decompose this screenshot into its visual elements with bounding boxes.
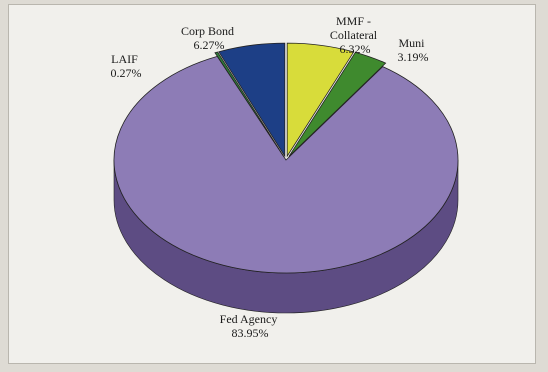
slice-muni: [288, 51, 387, 157]
slice-laif: [214, 51, 284, 157]
pie-tops: [113, 42, 459, 274]
pie-chart: MMF - Collateral 6.32% Muni 3.19% Corp B…: [111, 14, 459, 340]
label-muni: Muni 3.19%: [398, 36, 429, 64]
label-mmf-collateral: MMF - Collateral 6.32%: [330, 14, 380, 56]
slice-corp-bond: [218, 42, 286, 158]
label-fed-agency: Fed Agency 83.95%: [220, 312, 281, 340]
label-corp-bond: Corp Bond 6.27%: [181, 24, 237, 52]
chart-frame: MMF - Collateral 6.32% Muni 3.19% Corp B…: [8, 4, 536, 364]
label-laif: LAIF 0.27%: [111, 52, 142, 80]
slice-mmf-collateral: [286, 42, 355, 158]
slice-fed-agency: [113, 55, 459, 274]
